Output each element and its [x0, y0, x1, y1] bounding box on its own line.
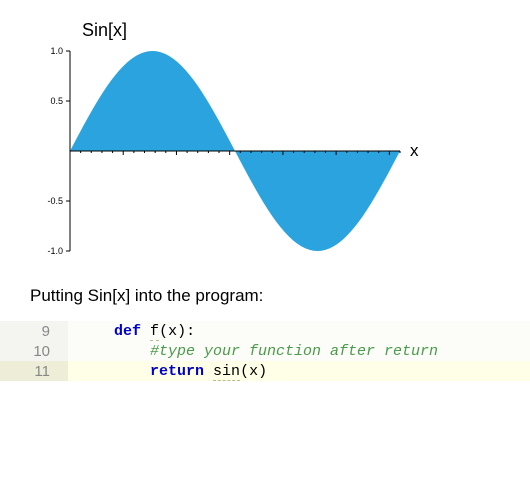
code-content: return sin(x) — [68, 361, 530, 381]
x-axis-label: x — [410, 141, 419, 160]
ytick-label: 1.0 — [50, 46, 63, 56]
code-line: 9 def f(x): — [0, 321, 530, 341]
code-block: 9 def f(x):10 #type your function after … — [0, 321, 530, 381]
ytick-label: -0.5 — [47, 196, 63, 206]
chart-title: Sin[x] — [82, 20, 510, 41]
code-line: 10 #type your function after return — [0, 341, 530, 361]
chart-region: Sin[x] -1.0 -0.5 0.5 1.0 x — [0, 0, 530, 276]
caption-text: Putting Sin[x] into the program: — [0, 276, 530, 321]
ytick-label: -1.0 — [47, 246, 63, 256]
ytick-label: 0.5 — [50, 96, 63, 106]
line-number: 9 — [0, 321, 68, 341]
line-number: 10 — [0, 341, 68, 361]
code-line: 11 return sin(x) — [0, 361, 530, 381]
code-content: #type your function after return — [68, 341, 530, 361]
line-number: 11 — [0, 361, 68, 381]
chart-svg-wrap: -1.0 -0.5 0.5 1.0 x — [20, 43, 510, 266]
code-content: def f(x): — [68, 321, 530, 341]
sine-chart: -1.0 -0.5 0.5 1.0 x — [20, 43, 430, 261]
